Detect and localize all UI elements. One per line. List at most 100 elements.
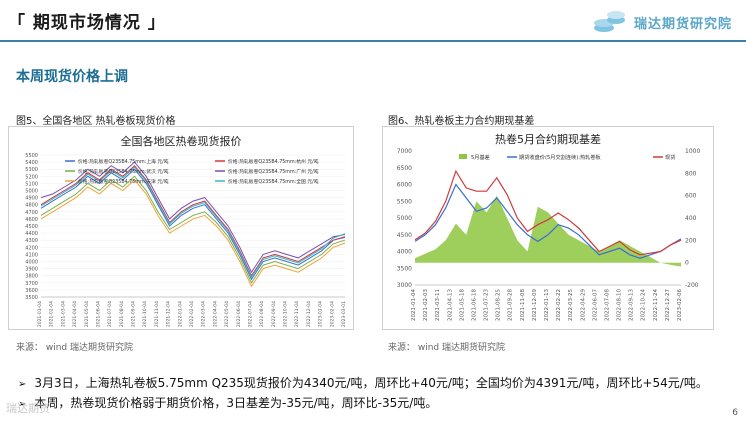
x-tick-label: 2022-11-24 <box>653 289 659 321</box>
y-tick-label: 5500 <box>397 198 412 205</box>
y-tick-label: 3600 <box>25 288 38 294</box>
y2-tick-label: 400 <box>685 215 697 222</box>
series-line-武汉 <box>40 175 346 284</box>
series-line-全国 <box>40 166 346 279</box>
chart-title: 全国各地区热卷现货报价 <box>121 134 242 148</box>
arrow-bullet-icon: ➢ <box>18 399 27 410</box>
x-tick-label: 2023-03-01 <box>341 301 347 327</box>
futures-line <box>414 183 682 259</box>
x-tick-label: 2022-03-04 <box>201 301 207 327</box>
x-tick-label: 2022-04-29 <box>580 289 586 321</box>
x-tick-label: 2021-07-04 <box>107 301 113 327</box>
bullet-text: 本周，热卷现货价格弱于期货价格，3日基差为-35元/吨，周环比-35元/吨。 <box>34 396 438 410</box>
x-tick-label: 2022-07-08 <box>604 289 610 321</box>
y-tick-label: 3500 <box>397 265 412 272</box>
x-tick-label: 2021-07-23 <box>484 289 490 321</box>
figure5-caption: 图5、全国各地区 热轧卷板现货价格 <box>16 116 176 127</box>
series-line-杭州 <box>40 164 346 277</box>
x-tick-label: 2023-02-06 <box>677 289 683 321</box>
summary-bullets: ➢ 3月3日，上海热轧卷板5.75mm Q235现货报价为4340元/吨，周环比… <box>18 374 708 414</box>
y-tick-label: 4900 <box>25 196 38 202</box>
figure6-source: 来源： wind 瑞达期货研究院 <box>388 343 506 353</box>
x-tick-label: 2022-06-07 <box>592 289 598 321</box>
x-tick-label: 2022-12-27 <box>665 289 671 321</box>
y-tick-label: 3900 <box>25 267 38 273</box>
figure5-chart: 全国各地区热卷现货报价55005400530052005100500049004… <box>25 134 347 327</box>
figure6-caption: 图6、热轧卷板主力合约期现基差 <box>388 116 535 127</box>
logo-text: 瑞达期货研究院 <box>633 16 732 32</box>
legend-label: 价格:热轧板卷Q235B4.75mm:武汉 元/吨 <box>78 168 169 175</box>
y-tick-label: 5100 <box>25 181 38 187</box>
y2-tick-label: 600 <box>685 193 697 200</box>
x-tick-label: 2022-05-04 <box>224 301 230 327</box>
y2-tick-label: 0 <box>685 260 689 267</box>
x-tick-label: 2021-06-04 <box>95 301 101 327</box>
legend-swatch <box>459 154 467 159</box>
y-tick-label: 4000 <box>397 249 412 256</box>
x-tick-label: 2021-01-04 <box>37 301 43 327</box>
x-tick-label: 2021-05-18 <box>459 289 465 321</box>
x-tick-label: 2021-11-04 <box>154 301 160 327</box>
basis-area <box>415 195 681 267</box>
y2-tick-label: 200 <box>685 237 697 244</box>
y-tick-label: 4200 <box>25 245 38 251</box>
x-tick-label: 2021-04-13 <box>447 289 453 321</box>
x-tick-label: 2022-12-04 <box>306 301 312 327</box>
x-tick-label: 2022-03-25 <box>568 289 574 321</box>
bullet-item: ➢ 3月3日，上海热轧卷板5.75mm Q235现货报价为4340元/吨，周环比… <box>18 374 708 394</box>
y-tick-label: 6500 <box>397 165 412 172</box>
x-tick-label: 2022-08-04 <box>259 301 265 327</box>
x-tick-label: 2022-06-04 <box>236 301 242 327</box>
figure6-chart-panel: 热卷5月合约期现基差 7000 6500 6000 5500 5000 4500 4000 35… <box>382 126 714 330</box>
y-tick-label: 4100 <box>25 252 38 258</box>
x-tick-label: 2022-01-13 <box>544 289 550 321</box>
y-tick-label: 5200 <box>25 174 38 180</box>
x-tick-label: 2021-12-04 <box>166 301 172 327</box>
y2-tick-label: 1000 <box>685 148 700 155</box>
y-tick-label: 4700 <box>25 210 38 216</box>
x-tick-label: 2022-02-22 <box>556 289 562 321</box>
legend-label: 价格:热轧板卷Q235B4.75mm:杭州 元/吨 <box>228 158 319 165</box>
legend-label: 价格:热轧板卷Q235B4.75mm:广州 元/吨 <box>228 168 319 175</box>
y-tick-label: 5400 <box>25 160 38 166</box>
y-tick-label: 5000 <box>397 215 412 222</box>
y-tick-label: 3500 <box>25 295 38 301</box>
x-tick-label: 2021-03-11 <box>435 289 441 321</box>
page-title: 「 期现市场情况 」 <box>8 13 166 33</box>
y-tick-label: 4600 <box>25 217 38 223</box>
x-tick-label: 2022-02-04 <box>189 301 195 327</box>
x-tick-label: 2022-07-04 <box>247 301 253 327</box>
x-tick-label: 2022-11-04 <box>294 301 300 327</box>
x-tick-label: 2021-02-03 <box>423 289 429 321</box>
y-tick-label: 4400 <box>25 231 38 237</box>
y-tick-label: 5000 <box>25 189 38 195</box>
y-tick-label: 5500 <box>25 153 38 159</box>
x-tick-label: 2023-01-04 <box>318 301 324 327</box>
arrow-bullet-icon: ➢ <box>18 379 27 390</box>
figure5-chart-panel: 全国各地区热卷现货报价 5500 5400 5300 5200 5100 5000 4900 4… <box>8 126 354 330</box>
x-tick-label: 2021-08-04 <box>119 301 125 327</box>
coins-logo-icon <box>593 11 625 32</box>
x-tick-label: 2021-06-18 <box>471 289 477 321</box>
x-tick-label: 2021-08-25 <box>496 289 502 321</box>
x-tick-label: 2021-10-04 <box>142 301 148 327</box>
x-tick-label: 2021-09-04 <box>131 301 137 327</box>
x-tick-label: 2021-09-28 <box>508 289 514 321</box>
x-tick-label: 2021-11-08 <box>520 289 526 321</box>
y-tick-label: 4500 <box>397 232 412 239</box>
x-tick-label: 2022-09-13 <box>629 289 635 321</box>
chart-title: 热卷5月合约期现基差 <box>495 132 601 146</box>
logo: 瑞达期货研究院 <box>592 8 732 36</box>
x-tick-label: 2021-03-04 <box>60 301 66 327</box>
figure6-chart: 热卷5月合约期现基差700065006000550050004500400035… <box>397 132 701 321</box>
bullet-item: ➢ 本周，热卷现货价格弱于期货价格，3日基差为-35元/吨，周环比-35元/吨。 <box>18 394 708 414</box>
legend-label: 价格:热轧板卷Q235B4.75mm:天津 元/吨 <box>78 178 169 185</box>
section-subtitle: 本周现货价格上调 <box>16 69 128 85</box>
y-tick-label: 4800 <box>25 203 38 209</box>
bullet-text: 3月3日，上海热轧卷板5.75mm Q235现货报价为4340元/吨，周环比+4… <box>34 376 708 390</box>
y-tick-label: 6000 <box>397 182 412 189</box>
x-tick-label: 2023-02-04 <box>329 301 335 327</box>
series-line-上海 <box>40 168 346 281</box>
y-tick-label: 4300 <box>25 238 38 244</box>
y-tick-label: 3700 <box>25 281 38 287</box>
